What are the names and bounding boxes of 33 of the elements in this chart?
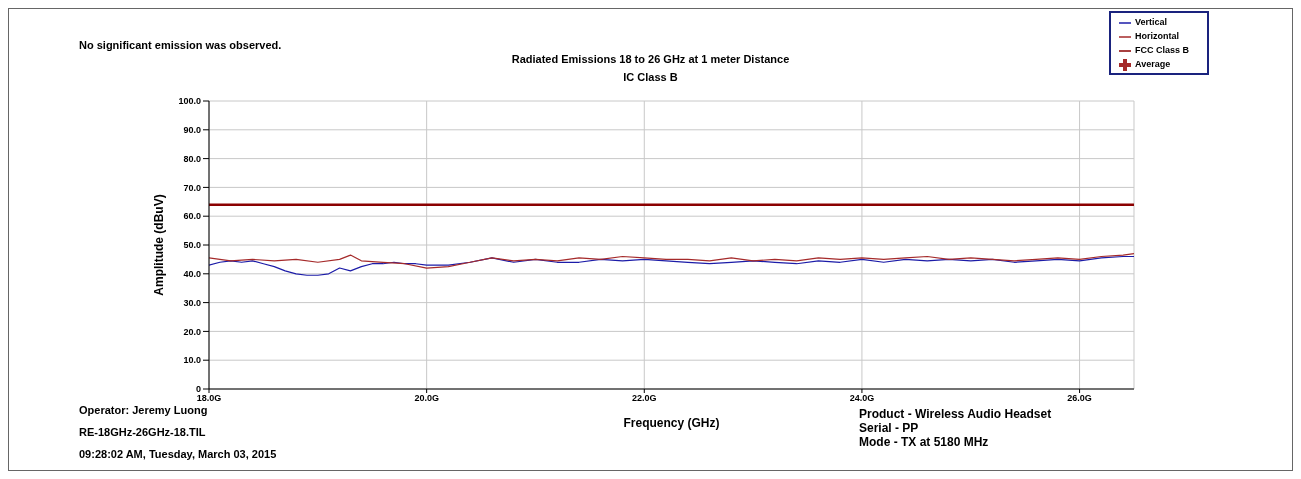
line-series	[209, 255, 1134, 276]
legend-label: FCC Class B	[1134, 45, 1189, 55]
text: Product - Wireless Audio Headset	[859, 407, 1052, 421]
line-series	[209, 253, 1134, 269]
text: No significant emission was observed.	[79, 39, 282, 51]
y-axis-title: Amplitude (dBuV)	[152, 194, 167, 296]
y-tick-label: 30.0	[183, 297, 201, 308]
text: Operator: Jeremy Luong	[79, 404, 209, 416]
y-tick-label: 40.0	[183, 268, 201, 279]
legend-label: Vertical	[1134, 17, 1168, 27]
text: Mode - TX at 5180 MHz	[859, 435, 990, 449]
chart-subtitle: IC Class B	[622, 71, 679, 83]
x-tick-label: 26.0G	[1067, 393, 1092, 404]
x-tick-label: 18.0G	[196, 393, 222, 404]
y-tick-label: 50.0	[183, 240, 201, 251]
y-tick-label: 90.0	[183, 125, 201, 135]
x-axis-title: Frequency (GHz)	[623, 416, 720, 430]
chart-title: Radiated Emissions 18 to 26 GHz at 1 meter Distance	[511, 53, 790, 65]
y-tick-label: 100.0	[178, 96, 201, 107]
legend-label: Average	[1134, 59, 1171, 69]
x-tick-label: 20.0G	[414, 393, 439, 404]
y-tick-label: 20.0	[183, 326, 201, 337]
x-tick-label: 24.0G	[849, 393, 875, 404]
text: RE-18GHz-26GHz-18.TIL	[79, 426, 207, 438]
x-tick-label: 22.0G	[632, 393, 657, 404]
y-tick-label: 10.0	[183, 355, 201, 366]
text: Serial - PP	[859, 421, 920, 435]
y-tick-label: 0	[195, 384, 201, 395]
text: 09:28:02 AM, Tuesday, March 03, 2015	[79, 448, 277, 460]
y-tick-label: 80.0	[183, 153, 201, 164]
y-tick-label: 70.0	[183, 182, 201, 193]
legend-label: Horizontal	[1134, 31, 1179, 41]
y-tick-label: 60.0	[183, 211, 201, 222]
